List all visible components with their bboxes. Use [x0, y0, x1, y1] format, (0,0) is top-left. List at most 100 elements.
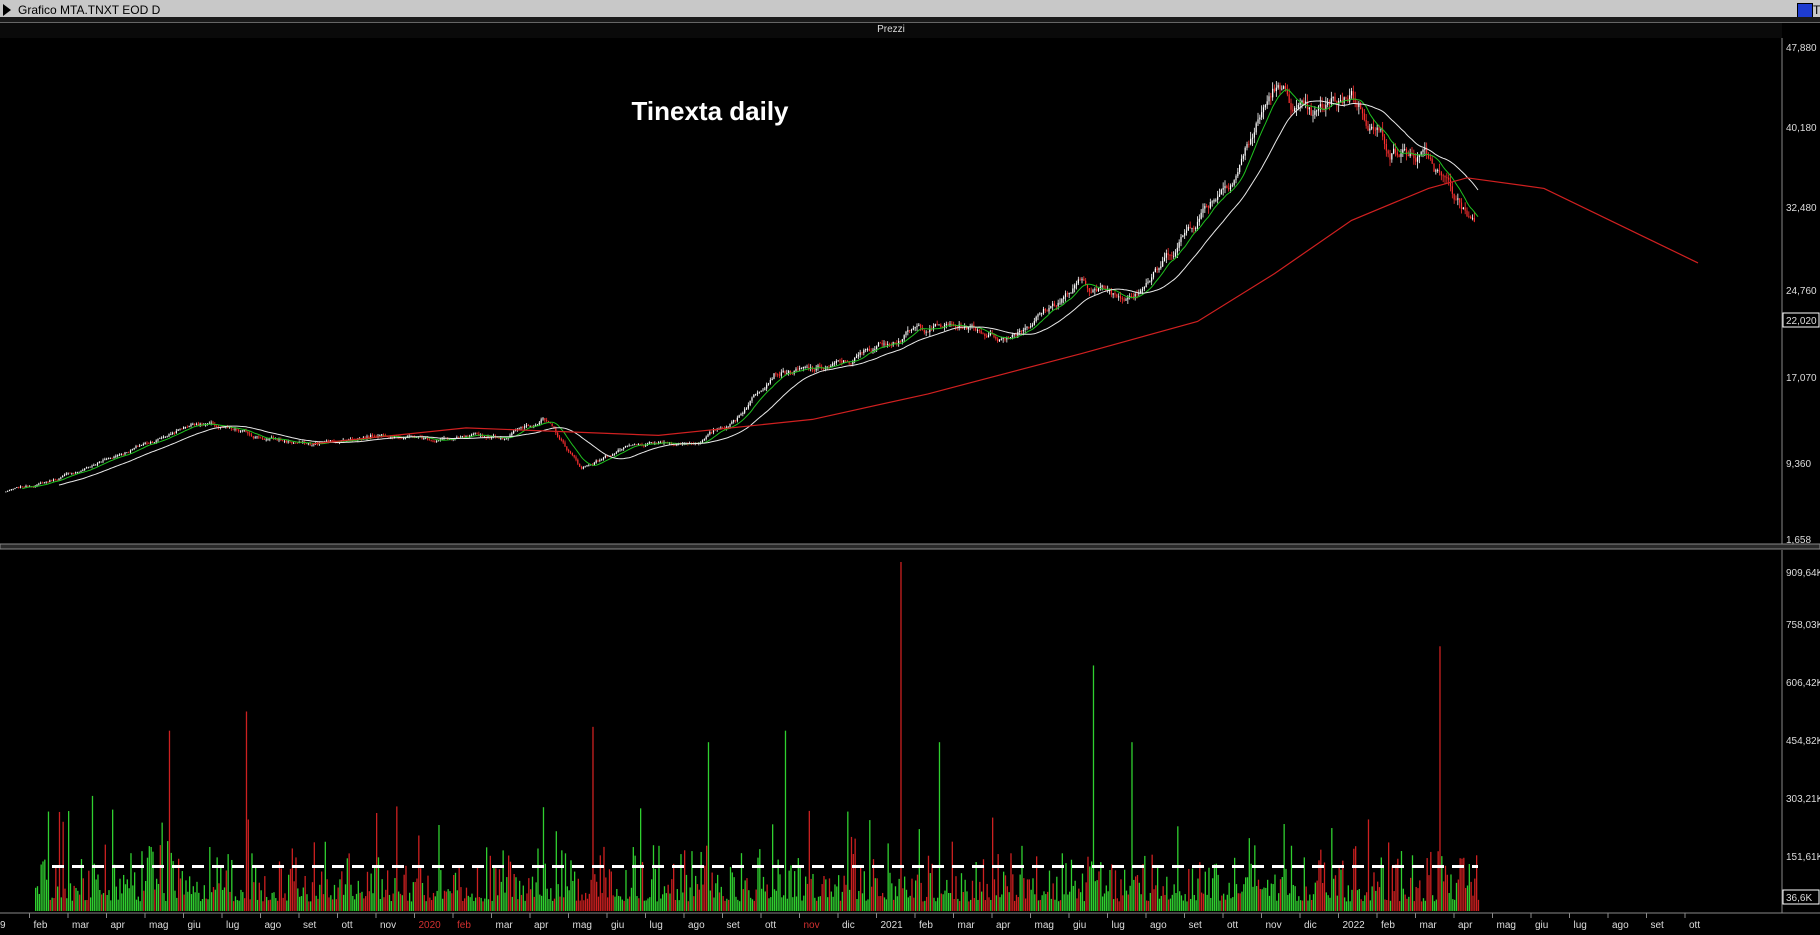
price-candle: [1453, 193, 1455, 204]
volume-bar: [57, 886, 59, 911]
volume-bar: [68, 811, 70, 911]
volume-bar: [442, 898, 444, 911]
volume-bar: [91, 795, 94, 911]
volume-bar: [1224, 899, 1227, 911]
price-candle: [1196, 216, 1199, 231]
price-candle: [1376, 124, 1378, 137]
volume-bar: [1468, 864, 1470, 911]
play-icon[interactable]: [3, 4, 11, 16]
volume-bar: [372, 893, 374, 911]
volume-bar: [926, 896, 928, 911]
price-tick-label: 32,480: [1786, 203, 1817, 214]
pane-splitter[interactable]: [0, 543, 1820, 550]
price-candle: [1039, 312, 1041, 316]
volume-bar: [511, 896, 513, 911]
price-candle: [877, 341, 880, 347]
volume-bar: [841, 891, 843, 911]
volume-bar: [35, 887, 37, 911]
price-candle: [1158, 267, 1160, 273]
price-candle: [1257, 112, 1259, 127]
time-tick-label: apr: [996, 920, 1011, 931]
volume-bar: [1166, 876, 1168, 911]
price-candle: [1268, 92, 1270, 105]
price-candle: [1116, 293, 1118, 299]
price-candle: [1295, 99, 1298, 117]
price-candle: [709, 429, 711, 436]
price-candle: [1195, 226, 1197, 232]
price-candle: [1185, 224, 1188, 236]
price-candle: [1272, 82, 1274, 101]
volume-bar: [36, 886, 39, 911]
price-candle: [49, 479, 51, 483]
volume-bar: [1014, 900, 1016, 911]
volume-bar: [465, 887, 468, 911]
volume-bar: [997, 854, 999, 911]
price-candle: [252, 435, 254, 440]
volume-bar: [495, 868, 497, 911]
price-candle: [1473, 212, 1475, 223]
time-tick-label: mar: [1420, 920, 1438, 931]
volume-bar: [436, 890, 438, 911]
volume-bar: [1450, 874, 1452, 911]
volume-bar: [1454, 899, 1456, 911]
volume-pane[interactable]: [0, 550, 1782, 913]
price-candle: [865, 348, 867, 353]
volume-bar: [112, 809, 114, 911]
time-tick-label: ott: [1227, 920, 1238, 931]
volume-average-box: [1782, 889, 1820, 905]
volume-bar: [423, 895, 425, 911]
volume-bar: [693, 896, 695, 911]
price-candle: [745, 407, 748, 410]
volume-bar: [814, 897, 816, 911]
price-candle: [898, 338, 900, 347]
volume-bar: [839, 900, 842, 911]
price-candle: [1281, 85, 1283, 91]
price-candle: [1418, 154, 1420, 164]
price-candle: [997, 337, 999, 343]
volume-bar: [1465, 887, 1467, 911]
price-candle: [1169, 254, 1171, 261]
volume-bar: [984, 900, 986, 911]
volume-bar: [526, 893, 528, 911]
volume-bar: [805, 876, 807, 911]
volume-bar: [935, 901, 937, 911]
price-candle: [157, 438, 159, 443]
window-title: Grafico MTA.TNXT EOD D: [18, 3, 161, 17]
volume-bar: [1006, 886, 1008, 911]
volume-bar: [1153, 889, 1155, 911]
price-candle: [1336, 100, 1338, 112]
volume-bar: [761, 888, 763, 911]
volume-bar: [1021, 845, 1023, 911]
price-candle: [769, 377, 771, 385]
volume-bar: [671, 879, 673, 911]
volume-bar: [561, 850, 563, 911]
volume-bar: [165, 900, 167, 911]
price-candle: [1064, 290, 1067, 302]
price-candle: [764, 386, 766, 391]
volume-bar: [1107, 891, 1109, 911]
volume-bar: [218, 883, 220, 911]
price-candle: [760, 390, 762, 393]
volume-bar: [322, 894, 325, 911]
volume-bar: [944, 890, 946, 911]
price-candle: [874, 346, 876, 353]
price-candle: [107, 457, 110, 460]
volume-bar: [300, 896, 303, 911]
price-candle: [756, 390, 759, 397]
price-candle: [828, 364, 830, 370]
volume-bar: [581, 894, 583, 911]
price-candle: [195, 422, 198, 426]
price-candle: [256, 435, 258, 439]
volume-bar: [1298, 896, 1300, 911]
price-candle: [1470, 215, 1472, 219]
volume-bar: [447, 889, 449, 911]
price-candle: [903, 334, 905, 342]
price-candle: [1319, 96, 1321, 113]
volume-bar: [685, 874, 688, 911]
price-candle: [621, 448, 623, 452]
price-pane[interactable]: [0, 38, 1782, 543]
price-candle: [250, 432, 253, 437]
price-candle: [1240, 154, 1243, 166]
volume-bar: [456, 890, 458, 911]
